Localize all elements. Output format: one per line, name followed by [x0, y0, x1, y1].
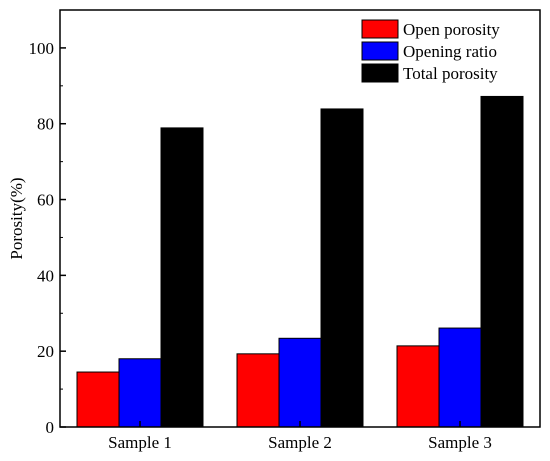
bar-open-porosity — [236, 353, 280, 428]
bars-group — [76, 95, 524, 428]
bar-opening-ratio — [278, 337, 322, 428]
bar-total-porosity — [480, 95, 524, 428]
bar-open-porosity — [396, 345, 440, 428]
x-tick-label: Sample 2 — [268, 433, 332, 452]
legend-swatch — [361, 63, 399, 83]
legend-swatch — [361, 19, 399, 39]
bar-total-porosity — [160, 127, 204, 428]
y-tick-label: 60 — [37, 191, 54, 210]
x-axis: Sample 1 Sample 2 Sample 3 — [108, 421, 492, 452]
legend-swatch — [361, 41, 399, 61]
legend-label: Open porosity — [403, 20, 500, 39]
y-tick-label: 20 — [37, 342, 54, 361]
y-axis: 0 20 40 60 80 100 — [29, 39, 66, 437]
bar-total-porosity — [320, 108, 364, 428]
y-tick-label: 0 — [46, 418, 55, 437]
legend: Open porosity Opening ratio Total porosity — [361, 19, 500, 83]
y-tick-label: 80 — [37, 115, 54, 134]
bar-opening-ratio — [118, 358, 162, 428]
legend-label: Opening ratio — [403, 42, 497, 61]
legend-label: Total porosity — [403, 64, 498, 83]
bar-opening-ratio — [438, 327, 482, 428]
y-axis-label: Porosity(%) — [7, 177, 26, 259]
x-tick-label: Sample 3 — [428, 433, 492, 452]
x-tick-label: Sample 1 — [108, 433, 172, 452]
y-tick-label: 40 — [37, 266, 54, 285]
y-tick-label: 100 — [29, 39, 55, 58]
bar-open-porosity — [76, 371, 120, 428]
